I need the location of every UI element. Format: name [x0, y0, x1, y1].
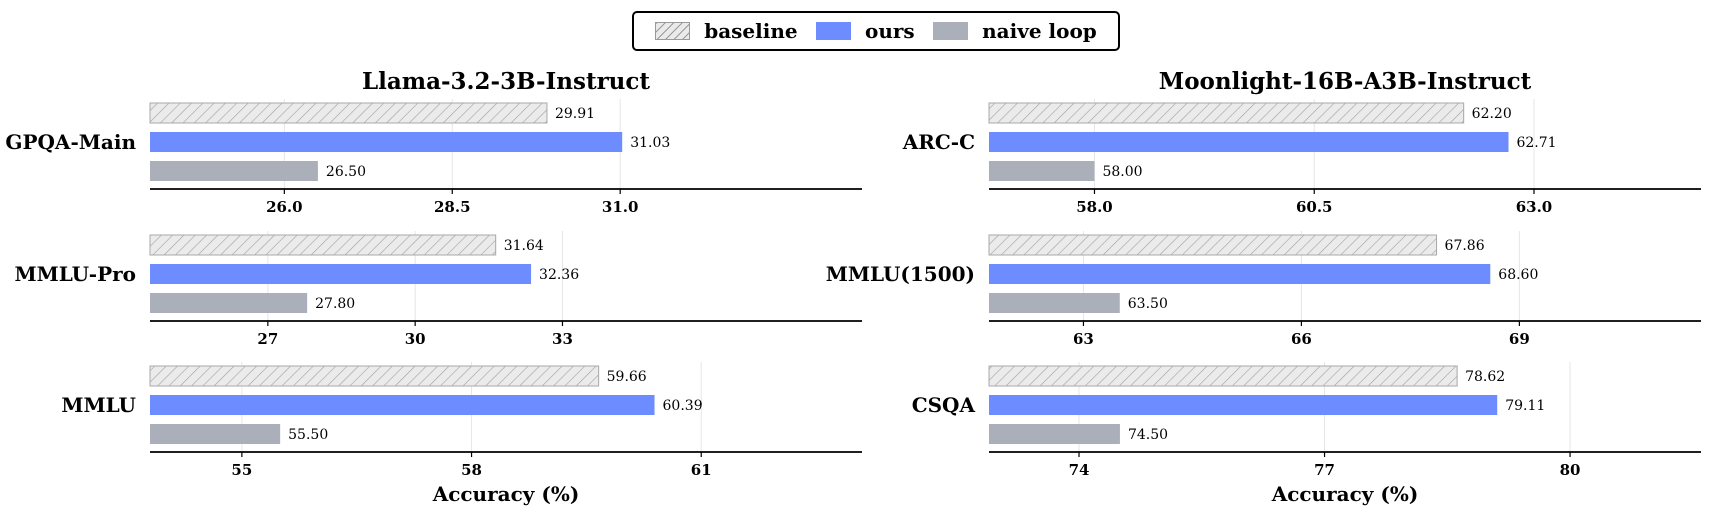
panel-gpqa-main-tick-label-1: 28.5 — [434, 198, 471, 216]
panel-mmlu-bar-baseline — [149, 365, 600, 387]
panel-gpqa-main-value-label-baseline: 29.91 — [555, 106, 595, 122]
panel-gpqa-main-value-label-ours: 31.03 — [630, 135, 670, 151]
panel-csqa-value-label-baseline: 78.62 — [1465, 369, 1505, 385]
panel-arc-c-value-label-ours: 62.71 — [1516, 135, 1556, 151]
panel-csqa-bar-ours — [989, 395, 1498, 415]
panel-csqa-bar-naive-loop — [989, 424, 1120, 444]
legend-swatch-naive-loop — [933, 22, 969, 40]
panel-mmlu-value-label-baseline: 59.66 — [607, 369, 647, 385]
panel-arc-c-tick-label-0: 58.0 — [1076, 198, 1113, 216]
panel-title-right: Moonlight-16B-A3B-Instruct — [1159, 68, 1532, 95]
panel-mmlu-1500-tick-label-1: 66 — [1291, 330, 1312, 348]
panel-mmlu-value-label-naive-loop: 55.50 — [288, 427, 328, 443]
panel-gpqa-main-category-label: GPQA-Main — [5, 130, 136, 154]
panel-mmlu-pro-value-label-baseline: 31.64 — [504, 238, 544, 254]
panel-mmlu-1500-value-label-baseline: 67.86 — [1445, 238, 1485, 254]
panel-mmlu-pro-tick-label-0: 27 — [257, 330, 278, 348]
legend-swatch-baseline — [655, 22, 691, 40]
panel-csqa-bar-baseline — [988, 365, 1458, 387]
legend-item-ours: ours — [816, 19, 915, 43]
panel-mmlu-category-label: MMLU — [61, 393, 136, 417]
panel-csqa-tick-label-0: 74 — [1069, 461, 1090, 479]
legend-label-baseline: baseline — [704, 19, 798, 43]
panel-mmlu-pro-bar-baseline — [149, 234, 497, 256]
panel-csqa-tick-label-2: 80 — [1560, 461, 1581, 479]
panel-mmlu-1500-tick-label-2: 69 — [1509, 330, 1530, 348]
panel-mmlu-bar-ours — [150, 395, 655, 415]
panel-mmlu-pro-bar-naive-loop — [150, 293, 308, 313]
panel-arc-c-category-label: ARC-C — [902, 130, 975, 154]
panel-csqa-category-label: CSQA — [912, 393, 976, 417]
panel-gpqa-main-tick-label-0: 26.0 — [266, 198, 303, 216]
panel-gpqa-main-value-label-naive-loop: 26.50 — [326, 164, 366, 180]
panel-mmlu-1500-value-label-naive-loop: 63.50 — [1128, 296, 1168, 312]
panel-csqa-value-label-ours: 79.11 — [1505, 398, 1545, 414]
panel-title-left: Llama-3.2-3B-Instruct — [362, 68, 650, 95]
legend-label-naive-loop: naive loop — [982, 19, 1097, 43]
panel-mmlu-1500-value-label-ours: 68.60 — [1498, 267, 1538, 283]
panel-arc-c-value-label-baseline: 62.20 — [1472, 106, 1512, 122]
panel-csqa-value-label-naive-loop: 74.50 — [1128, 427, 1168, 443]
panel-mmlu-tick-label-1: 58 — [461, 461, 482, 479]
panel-mmlu-tick-label-0: 55 — [231, 461, 252, 479]
panel-gpqa-main-bar-naive-loop — [150, 161, 318, 181]
panel-mmlu-1500-category-label: MMLU(1500) — [826, 262, 975, 286]
panel-mmlu-x-axis-label: Accuracy (%) — [432, 482, 580, 506]
panel-gpqa-main-bar-baseline — [149, 102, 548, 124]
panel-arc-c-tick-label-1: 60.5 — [1296, 198, 1333, 216]
panel-mmlu-pro-value-label-naive-loop: 27.80 — [315, 296, 355, 312]
panel-mmlu-pro-bar-ours — [150, 264, 532, 284]
panel-arc-c-bar-naive-loop — [989, 161, 1095, 181]
panel-mmlu-1500-bar-ours — [989, 264, 1491, 284]
panel-mmlu-1500-bar-naive-loop — [989, 293, 1120, 313]
panel-mmlu-pro-tick-label-1: 30 — [405, 330, 426, 348]
panel-arc-c-tick-label-2: 63.0 — [1516, 198, 1553, 216]
panel-arc-c-bar-baseline — [988, 102, 1465, 124]
panel-mmlu-bar-naive-loop — [150, 424, 281, 444]
panel-csqa-x-axis-label: Accuracy (%) — [1271, 482, 1419, 506]
legend-label-ours: ours — [865, 19, 915, 43]
legend-item-baseline: baseline — [655, 19, 798, 43]
panel-mmlu-1500-bar-baseline — [988, 234, 1438, 256]
panel-mmlu-pro-category-label: MMLU-Pro — [14, 262, 136, 286]
legend: baseline ours naive loop — [632, 11, 1120, 51]
panel-gpqa-main-tick-label-2: 31.0 — [602, 198, 639, 216]
panel-mmlu-pro-value-label-ours: 32.36 — [539, 267, 579, 283]
legend-swatch-ours — [816, 22, 851, 40]
legend-item-naive-loop: naive loop — [933, 19, 1097, 43]
panel-mmlu-1500-tick-label-0: 63 — [1073, 330, 1094, 348]
panel-csqa-tick-label-1: 77 — [1314, 461, 1335, 479]
panel-gpqa-main-bar-ours — [150, 132, 623, 152]
panel-mmlu-tick-label-2: 61 — [691, 461, 712, 479]
panel-arc-c-bar-ours — [989, 132, 1509, 152]
panel-arc-c-value-label-naive-loop: 58.00 — [1102, 164, 1142, 180]
panel-mmlu-pro-tick-label-2: 33 — [552, 330, 573, 348]
panel-mmlu-value-label-ours: 60.39 — [663, 398, 703, 414]
